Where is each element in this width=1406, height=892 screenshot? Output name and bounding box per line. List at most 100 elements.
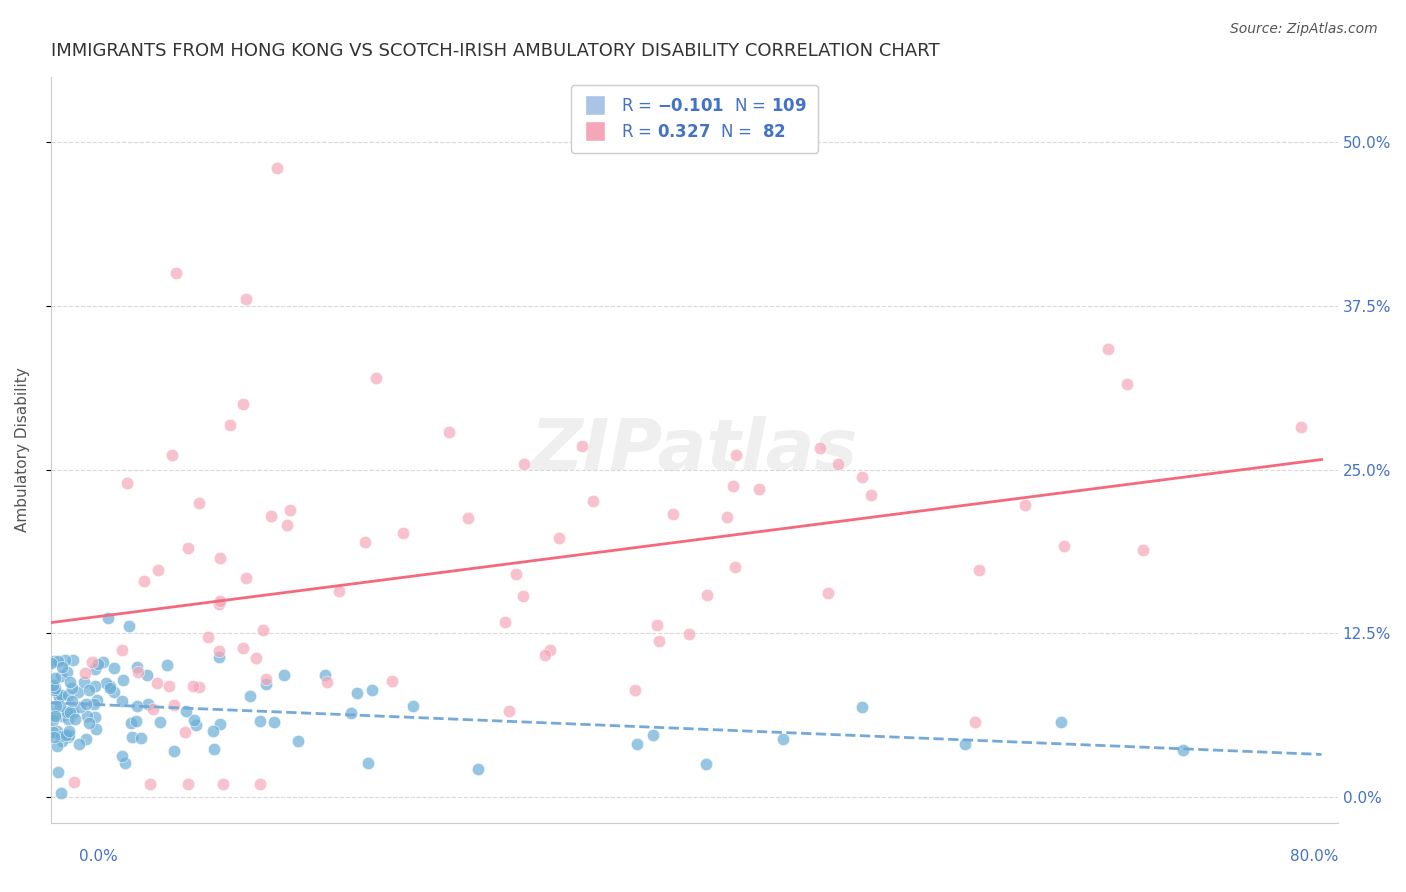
Point bbox=[76, 709, 98, 723]
Point bbox=[827, 457, 849, 471]
Point bbox=[437, 425, 460, 440]
Point bbox=[46, 724, 69, 739]
Point bbox=[98, 679, 121, 693]
Point bbox=[84, 710, 107, 724]
Point bbox=[45, 739, 67, 753]
Legend: R = $\mathbf{-0.101}$  N = $\mathbf{109}$, R = $\mathbf{0.327}$  N =  $\mathbf{8: R = $\mathbf{-0.101}$ N = $\mathbf{109}$… bbox=[571, 85, 818, 153]
Point bbox=[56, 705, 79, 719]
Point bbox=[661, 507, 683, 521]
Point bbox=[120, 715, 142, 730]
Point bbox=[42, 730, 65, 744]
Point bbox=[51, 708, 73, 723]
Point bbox=[287, 734, 309, 748]
Point bbox=[60, 681, 83, 696]
Point bbox=[235, 571, 257, 585]
Point bbox=[45, 698, 67, 713]
Point bbox=[103, 684, 125, 698]
Point bbox=[111, 643, 134, 657]
Point bbox=[953, 737, 976, 751]
Point bbox=[56, 730, 79, 744]
Point bbox=[357, 756, 380, 771]
Point bbox=[146, 676, 169, 690]
Point bbox=[125, 660, 148, 674]
Point bbox=[103, 661, 125, 675]
Point bbox=[1171, 743, 1194, 757]
Point bbox=[249, 777, 271, 791]
Point bbox=[254, 673, 277, 687]
Point bbox=[148, 714, 170, 729]
Point bbox=[55, 665, 77, 679]
Point bbox=[197, 630, 219, 644]
Point bbox=[53, 653, 76, 667]
Point bbox=[136, 697, 159, 711]
Point bbox=[772, 732, 794, 747]
Point bbox=[49, 698, 72, 713]
Point bbox=[1053, 539, 1076, 553]
Point bbox=[571, 439, 593, 453]
Point bbox=[314, 668, 336, 682]
Point bbox=[548, 532, 571, 546]
Point bbox=[51, 660, 73, 674]
Point bbox=[41, 724, 63, 739]
Point bbox=[165, 266, 187, 280]
Point bbox=[967, 563, 990, 577]
Point bbox=[494, 615, 516, 629]
Point bbox=[965, 715, 987, 730]
Point bbox=[75, 698, 97, 712]
Point bbox=[131, 731, 153, 745]
Point bbox=[181, 679, 204, 693]
Point bbox=[212, 777, 235, 791]
Point bbox=[276, 518, 298, 533]
Point bbox=[127, 665, 149, 679]
Point bbox=[498, 704, 520, 718]
Point bbox=[457, 510, 479, 524]
Point bbox=[678, 627, 700, 641]
Point bbox=[260, 509, 283, 524]
Point bbox=[254, 676, 277, 690]
Point bbox=[148, 563, 170, 577]
Point bbox=[138, 777, 160, 791]
Point bbox=[83, 679, 105, 693]
Point bbox=[538, 643, 561, 657]
Point bbox=[44, 709, 66, 723]
Point bbox=[1049, 715, 1071, 730]
Point bbox=[132, 574, 155, 589]
Point bbox=[721, 479, 744, 493]
Point bbox=[97, 611, 120, 625]
Point bbox=[49, 786, 72, 800]
Text: 80.0%: 80.0% bbox=[1291, 849, 1339, 863]
Point bbox=[202, 724, 225, 739]
Point bbox=[75, 732, 97, 747]
Point bbox=[67, 685, 90, 699]
Point bbox=[58, 728, 80, 742]
Point bbox=[695, 756, 717, 771]
Point bbox=[208, 644, 231, 658]
Point bbox=[202, 742, 225, 756]
Point bbox=[208, 649, 231, 664]
Point bbox=[73, 666, 96, 681]
Point bbox=[46, 654, 69, 668]
Point bbox=[245, 651, 267, 665]
Point bbox=[51, 729, 73, 743]
Point bbox=[163, 698, 186, 712]
Point bbox=[135, 668, 157, 682]
Point bbox=[624, 683, 647, 698]
Point bbox=[177, 777, 200, 791]
Point bbox=[505, 567, 527, 582]
Point bbox=[42, 683, 65, 698]
Point bbox=[381, 674, 404, 689]
Point bbox=[84, 722, 107, 736]
Point bbox=[91, 655, 114, 669]
Point bbox=[851, 469, 873, 483]
Point bbox=[696, 588, 718, 602]
Point bbox=[98, 681, 121, 695]
Point bbox=[121, 731, 143, 745]
Point bbox=[41, 706, 63, 721]
Point bbox=[77, 682, 100, 697]
Point bbox=[67, 737, 90, 751]
Point bbox=[58, 712, 80, 726]
Point bbox=[364, 371, 387, 385]
Point bbox=[817, 586, 839, 600]
Point bbox=[125, 714, 148, 728]
Point bbox=[354, 534, 377, 549]
